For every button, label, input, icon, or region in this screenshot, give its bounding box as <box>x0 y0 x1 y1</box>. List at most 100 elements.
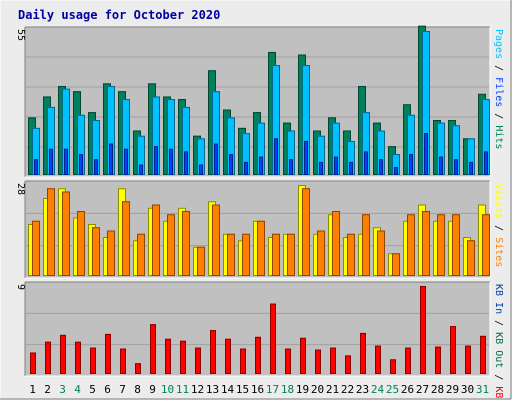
sites-bar-edge <box>272 233 280 276</box>
kbf-bar <box>180 340 186 374</box>
files-bar-fill <box>437 122 445 175</box>
pages-bar-fill <box>184 151 188 175</box>
kbf-bar-fill <box>75 341 81 374</box>
sites-bar <box>122 201 130 276</box>
sites-bar-edge <box>77 211 85 276</box>
pages-bar-edge <box>454 159 458 175</box>
kbf-bar <box>405 347 411 375</box>
legend-item: Pages <box>493 29 504 59</box>
sites-bar-fill <box>152 204 160 276</box>
sites-bar-fill <box>332 211 340 276</box>
pages-bar-fill <box>364 151 368 175</box>
x-tick-label: 16 <box>251 383 264 396</box>
pages-bar-edge <box>259 156 263 176</box>
pages-bar-edge <box>169 148 173 175</box>
kbf-bar-edge <box>210 330 216 374</box>
files-bar-fill <box>137 135 145 175</box>
pages-bar <box>484 151 488 176</box>
pages-bar-fill <box>439 156 443 175</box>
sites-bar-fill <box>362 214 370 276</box>
x-tick-label: 10 <box>161 383 174 396</box>
files-bar-fill <box>122 99 130 175</box>
sites-bar-fill <box>317 230 325 276</box>
pages-bar-fill <box>124 148 128 175</box>
pages-bar-fill <box>214 143 218 175</box>
kbf-bar-edge <box>225 338 231 374</box>
pages-bar <box>304 140 308 175</box>
kbf-bar-edge <box>60 334 66 374</box>
pages-bar-edge <box>439 156 443 176</box>
sites-bar-fill <box>182 211 190 276</box>
pages-bar-edge <box>154 146 158 175</box>
sites-bar-edge <box>122 201 130 276</box>
pages-bar-edge <box>274 138 278 176</box>
sites-bar-edge <box>92 227 100 276</box>
sites-bar <box>482 214 490 276</box>
sites-bar-fill <box>32 220 40 276</box>
pages-bar <box>229 154 233 176</box>
files-bar-fill <box>242 133 250 175</box>
sites-bar <box>362 214 370 276</box>
files-bar-fill <box>467 138 475 175</box>
sites-bar <box>272 233 280 276</box>
files-bar-fill <box>227 117 235 175</box>
sites-bar <box>452 214 460 276</box>
kbf-bar-fill <box>285 348 291 374</box>
kbf-bar-fill <box>210 330 216 374</box>
pages-bar <box>214 143 218 175</box>
files-bar-fill <box>77 114 85 175</box>
files-bar-fill <box>107 85 115 175</box>
sites-bar-edge <box>182 211 190 276</box>
x-tick-label: 3 <box>59 383 66 396</box>
x-tick-label: 13 <box>206 383 219 396</box>
pages-bar-fill <box>154 146 158 175</box>
pages-bar-edge <box>199 164 203 175</box>
kbf-bar-edge <box>300 337 306 375</box>
files-bar-fill <box>92 120 100 175</box>
chart-title: Daily usage for October 2020 <box>18 8 220 22</box>
kbf-bar <box>345 355 351 374</box>
legend-item: Visits <box>493 183 504 219</box>
kbf-bar-edge <box>150 324 156 374</box>
sites-bar-edge <box>227 233 235 276</box>
files-bar-fill <box>482 99 490 175</box>
kbf-bar <box>150 324 156 374</box>
x-tick-label: 19 <box>296 383 309 396</box>
sites-bar <box>197 246 205 276</box>
sites-bar-fill <box>467 240 475 276</box>
sites-bar-fill <box>392 253 400 276</box>
x-tick-label: 30 <box>461 383 474 396</box>
kbf-bar-edge <box>345 355 351 374</box>
sites-bar-edge <box>452 214 460 276</box>
kbf-bar <box>450 326 456 375</box>
pages-bar-fill <box>34 159 38 175</box>
sites-bar <box>167 214 175 276</box>
files-bar-fill <box>392 154 400 175</box>
pages-bar <box>364 151 368 176</box>
pages-bar-fill <box>424 133 428 175</box>
kbf-bar-fill <box>270 303 276 374</box>
pages-bar-edge <box>319 161 323 175</box>
sites-bar-fill <box>347 233 355 276</box>
pages-bar-fill <box>409 154 413 175</box>
files-bar-fill <box>152 96 160 175</box>
kbf-bar <box>420 286 426 374</box>
sites-bar-edge <box>392 253 400 276</box>
sites-bar-fill <box>437 214 445 276</box>
kbf-bar-fill <box>165 338 171 374</box>
x-tick-label: 28 <box>431 383 444 396</box>
sites-bar <box>257 220 265 276</box>
kbf-bar <box>270 303 276 375</box>
kbf-bar-fill <box>405 347 411 374</box>
kbf-bar-edge <box>420 286 426 374</box>
sites-bar-fill <box>122 201 130 276</box>
kbf-bar <box>195 347 201 375</box>
pages-bar-edge <box>229 154 233 176</box>
kbf-bar-edge <box>435 346 441 374</box>
kbf-bar-fill <box>120 348 126 374</box>
pages-bar <box>379 159 383 175</box>
kbf-bar <box>135 363 141 375</box>
sites-bar <box>332 211 340 276</box>
sites-bar-edge <box>467 240 475 276</box>
kbf-bar <box>465 345 471 374</box>
